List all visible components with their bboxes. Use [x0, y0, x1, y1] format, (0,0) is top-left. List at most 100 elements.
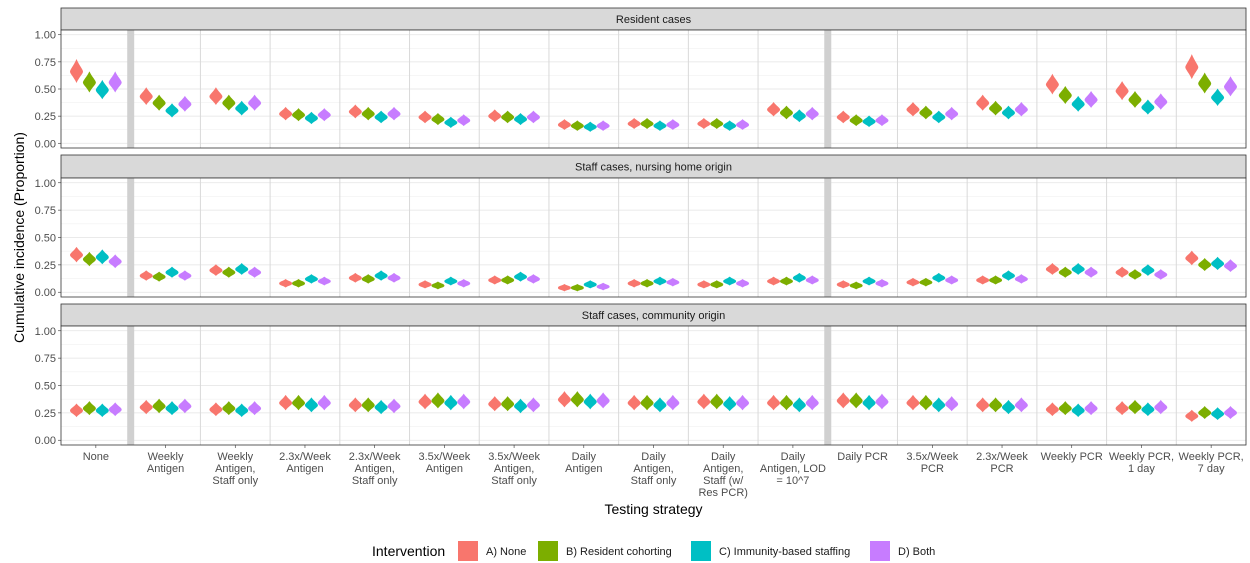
- violin-mark: [209, 264, 223, 276]
- violin-mark: [1001, 399, 1015, 415]
- violin-mark: [710, 393, 724, 410]
- violin-mark: [736, 394, 750, 411]
- violin-mark: [666, 277, 680, 287]
- violin-mark: [989, 100, 1003, 116]
- x-tick-label: Antigen: [565, 463, 602, 475]
- violin-mark: [836, 392, 850, 409]
- violin-mark: [697, 117, 711, 129]
- x-tick-label: Antigen: [426, 463, 463, 475]
- violin-mark: [178, 95, 192, 112]
- violin-mark: [348, 272, 362, 283]
- violin-mark: [1045, 402, 1059, 417]
- x-tick-label: Weekly: [148, 451, 184, 463]
- violin-mark: [1185, 409, 1199, 422]
- violin-mark: [457, 279, 471, 288]
- violin-mark: [1014, 397, 1028, 413]
- violin-mark: [627, 117, 641, 129]
- violin-mark: [526, 274, 540, 284]
- violin-mark: [501, 275, 515, 285]
- legend-label: C) Immunity-based staffing: [719, 546, 850, 558]
- violin-mark: [222, 94, 236, 111]
- violin-mark: [387, 272, 401, 283]
- y-tick-label: 0.50: [35, 233, 56, 245]
- violin-mark: [361, 106, 375, 121]
- violin-mark: [640, 394, 654, 411]
- x-tick-label: Staff only: [631, 475, 677, 487]
- violin-mark: [139, 270, 153, 281]
- x-tick-label: 3.5x/Week: [906, 451, 958, 463]
- violin-mark: [779, 394, 793, 411]
- violin-mark: [932, 110, 946, 124]
- y-axis-title: Cumulative incidence (Proportion): [11, 132, 27, 343]
- violin-mark: [875, 114, 889, 127]
- violin-mark: [1223, 259, 1237, 272]
- violin-mark: [862, 394, 876, 411]
- violin-mark: [235, 100, 249, 116]
- violin-mark: [108, 71, 122, 93]
- violin-mark: [317, 276, 331, 286]
- violin-mark: [989, 397, 1003, 413]
- violin-mark: [1115, 81, 1129, 101]
- violin-mark: [849, 392, 863, 409]
- violin-mark: [457, 393, 471, 410]
- violin-mark: [1211, 88, 1225, 106]
- x-tick-label: Antigen, LOD: [760, 463, 826, 475]
- violin-mark: [139, 87, 153, 105]
- x-tick-label: Antigen,: [633, 463, 673, 475]
- violin-mark: [1084, 266, 1098, 278]
- violin-mark: [1154, 399, 1168, 415]
- x-tick-label: Staff only: [212, 475, 258, 487]
- violin-mark: [1211, 407, 1225, 420]
- violin-mark: [1058, 266, 1072, 278]
- violin-mark: [209, 402, 223, 417]
- x-tick-label: Daily: [641, 451, 666, 463]
- violin-mark: [1185, 250, 1199, 266]
- violin-mark: [640, 117, 654, 129]
- violin-mark: [906, 101, 920, 117]
- violin-mark: [557, 284, 571, 292]
- violin-mark: [501, 110, 515, 124]
- violin-mark: [348, 397, 362, 413]
- violin-mark: [1185, 54, 1199, 80]
- violin-mark: [488, 109, 502, 123]
- violin-mark: [710, 280, 724, 289]
- y-tick-label: 0.25: [35, 260, 56, 272]
- violin-mark: [279, 279, 293, 288]
- x-tick-label: Weekly PCR,: [1179, 451, 1244, 463]
- violin-mark: [583, 280, 597, 289]
- violin-mark: [640, 279, 654, 288]
- violin-mark: [501, 396, 515, 412]
- violin-mark: [1058, 86, 1072, 105]
- violin-mark: [945, 275, 959, 285]
- violin-mark: [444, 116, 458, 128]
- x-tick-label: Antigen,: [354, 463, 394, 475]
- violin-mark: [1045, 262, 1059, 275]
- violin-mark: [235, 403, 249, 418]
- x-tick-label: Staff (w/: [703, 475, 744, 487]
- y-tick-label: 0.75: [35, 353, 56, 365]
- violin-mark: [514, 271, 528, 282]
- x-tick-label: Antigen,: [703, 463, 743, 475]
- violin-mark: [653, 397, 667, 413]
- x-tick-label: Daily: [781, 451, 806, 463]
- violin-mark: [945, 396, 959, 412]
- violin-mark: [570, 284, 584, 292]
- violin-mark: [82, 251, 96, 267]
- legend-label: A) None: [486, 546, 526, 558]
- violin-mark: [570, 120, 584, 131]
- violin-mark: [526, 110, 540, 124]
- violin-mark: [1071, 95, 1085, 112]
- violin-mark: [792, 397, 806, 413]
- violin-mark: [1154, 93, 1168, 110]
- x-tick-label: Weekly PCR: [1041, 451, 1103, 463]
- x-tick-label: Staff only: [352, 475, 398, 487]
- violin-mark: [70, 403, 84, 418]
- violin-mark: [165, 266, 179, 278]
- violin-mark: [304, 397, 318, 413]
- violin-mark: [919, 105, 933, 120]
- panel-border: [60, 29, 1247, 149]
- y-tick-label: 0.00: [35, 287, 56, 299]
- violin-mark: [222, 266, 236, 278]
- violin-mark: [1211, 256, 1225, 271]
